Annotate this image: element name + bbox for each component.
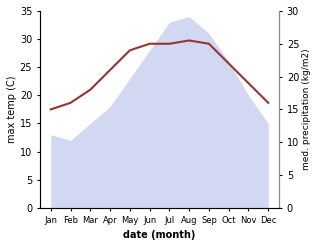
Y-axis label: med. precipitation (kg/m2): med. precipitation (kg/m2) <box>302 49 311 170</box>
X-axis label: date (month): date (month) <box>123 230 196 240</box>
Y-axis label: max temp (C): max temp (C) <box>7 76 17 143</box>
